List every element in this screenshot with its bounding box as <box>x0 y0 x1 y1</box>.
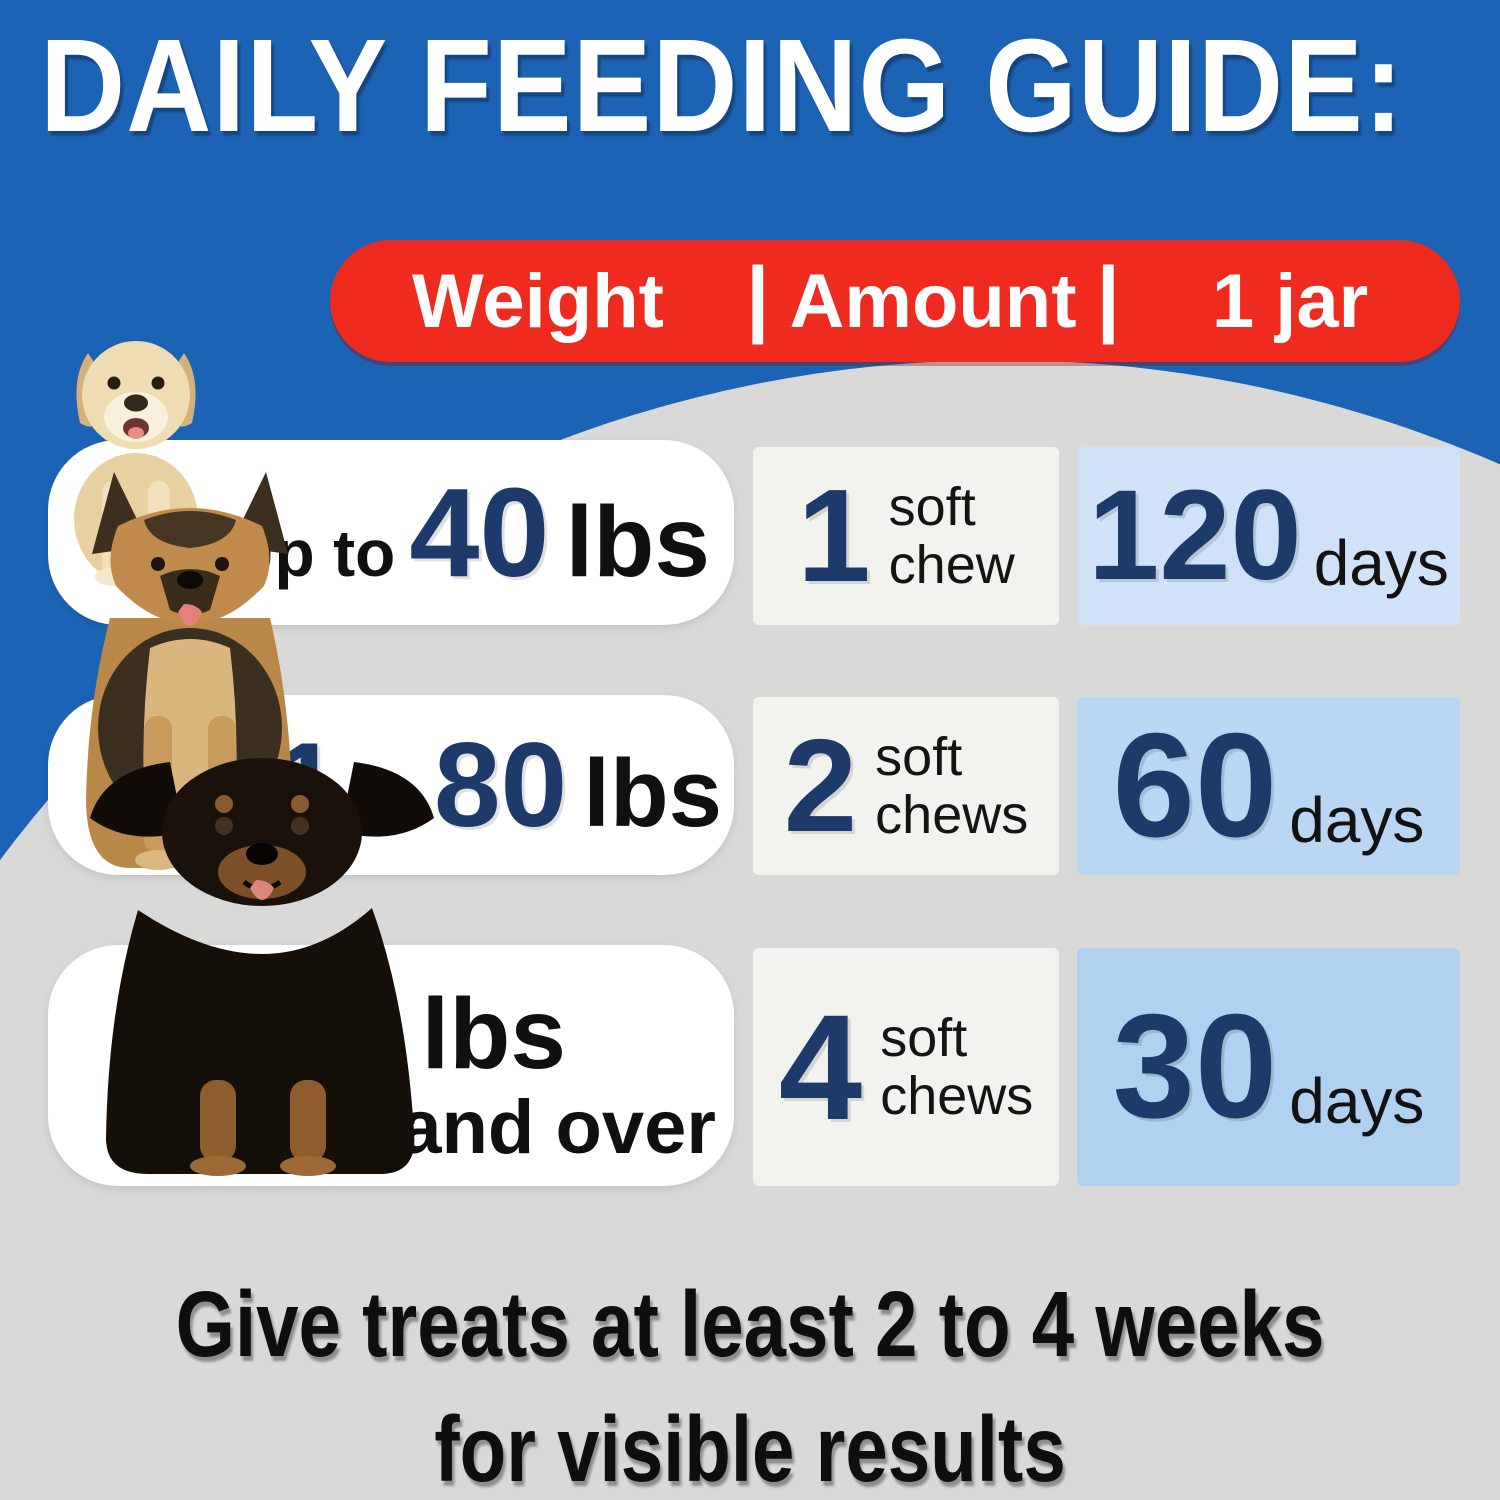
amount-label-line2-row1: chew <box>888 535 1015 595</box>
days-unit-row2: days <box>1289 784 1425 856</box>
weight-value-row1: 40 <box>409 462 550 603</box>
amount-cell-row1: 1 soft chew <box>753 447 1059 625</box>
weight-unit-row2: lbs <box>583 740 722 847</box>
days-text-row1: 120 days <box>1088 472 1449 600</box>
black-and-tan-dog-image <box>90 758 434 1176</box>
page-title: DAILY FEEDING GUIDE: <box>40 12 1405 161</box>
header-weight-label: Weight <box>412 258 664 344</box>
header-jar-label: 1 jar <box>1211 258 1369 344</box>
days-text-row2: 60 days <box>1113 712 1425 860</box>
footer-note: Give treats at least 2 to 4 weeks for vi… <box>135 1262 1365 1500</box>
days-value-row1: 120 <box>1088 464 1302 607</box>
days-unit-row3: days <box>1289 1065 1425 1137</box>
days-cell-row2: 60 days <box>1077 697 1460 875</box>
table-header-pill: Weight | Amount | 1 jar <box>330 240 1460 362</box>
footer-line1: Give treats at least 2 to 4 weeks <box>175 1272 1325 1376</box>
header-divider-2: | <box>1096 250 1121 344</box>
amount-value-row2: 2 <box>783 712 858 859</box>
amount-label-line1-row2: soft <box>875 726 963 787</box>
amount-label-row1: soft chew <box>888 476 1015 595</box>
weight-unit-row3: lbs <box>421 978 566 1090</box>
days-cell-row3: 30 days <box>1077 948 1460 1186</box>
weight-suffix-row3: and over <box>399 1085 716 1170</box>
amount-cell-row3: 4 soft chews <box>753 948 1059 1186</box>
header-amount-label: Amount <box>789 258 1077 344</box>
days-value-row3: 30 <box>1112 984 1278 1149</box>
footer-line2: for visible results <box>434 1396 1066 1500</box>
amount-label-line2-row2: chews <box>875 785 1029 845</box>
header-divider-1: | <box>746 250 770 344</box>
days-cell-row1: 120 days <box>1077 447 1460 625</box>
days-value-row2: 60 <box>1112 703 1278 868</box>
weight-unit-row1: lbs <box>565 486 710 598</box>
amount-label-row2: soft chews <box>875 726 1029 845</box>
amount-cell-row2: 2 soft chews <box>753 697 1059 875</box>
weight-text-row1: Up to 40 lbs <box>227 460 734 605</box>
amount-label-row3: soft chews <box>880 1007 1034 1126</box>
amount-value-row3: 4 <box>778 983 863 1151</box>
amount-value-row1: 1 <box>797 462 871 609</box>
days-text-row3: 30 days <box>1113 993 1425 1141</box>
amount-label-line1-row1: soft <box>888 476 976 537</box>
days-unit-row1: days <box>1313 527 1449 599</box>
amount-label-line2-row3: chews <box>880 1066 1034 1126</box>
amount-label-line1-row3: soft <box>880 1007 968 1068</box>
weight-to-row2: 80 <box>433 718 568 852</box>
